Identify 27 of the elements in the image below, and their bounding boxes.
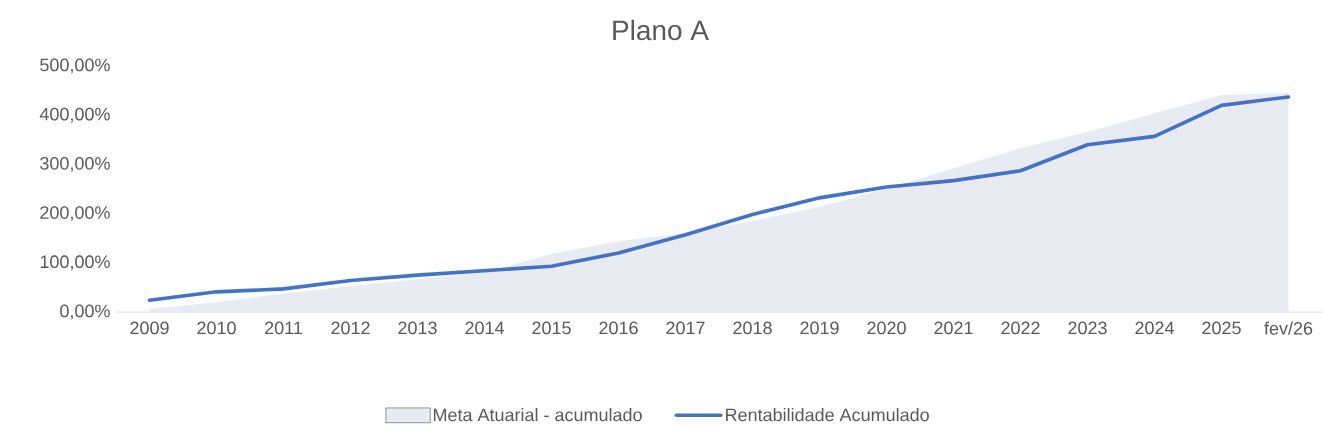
x-tick-label: 2019 [800,321,839,335]
x-tick-label: 2014 [465,321,504,335]
x-tick-label: 2024 [1135,321,1174,335]
x-tick-label: 2021 [934,321,973,335]
x-tick-label: fev/26 [1264,321,1313,335]
y-tick-label: 100,00% [40,255,110,271]
x-tick-label: 2011 [265,321,302,335]
legend-label: Meta Atuarial - acumulado [433,408,642,422]
x-tick-label: 2020 [867,321,906,335]
x-tick-label: 2009 [130,321,169,335]
x-tick-label: 2010 [197,321,236,335]
chart-title: Plano A [613,19,709,41]
x-tick-label: 2018 [733,321,772,335]
x-tick-label: 2022 [1001,321,1040,335]
y-tick-label: 500,00% [40,58,110,74]
y-tick-label: 300,00% [40,156,110,172]
y-tick-label: 400,00% [39,107,110,123]
x-tick-label: 2016 [599,321,638,335]
x-tick-label: 2012 [331,321,370,335]
x-tick-label: 2023 [1068,321,1107,335]
legend-label: Rentabilidade Acumulado [726,408,929,422]
y-tick-label: 200,00% [40,206,110,222]
y-tick-label: 0,00% [60,304,110,320]
x-tick-label: 2013 [398,321,437,335]
x-tick-label: 2015 [532,321,571,335]
x-tick-label: 2017 [666,321,705,335]
x-tick-label: 2025 [1202,321,1241,335]
